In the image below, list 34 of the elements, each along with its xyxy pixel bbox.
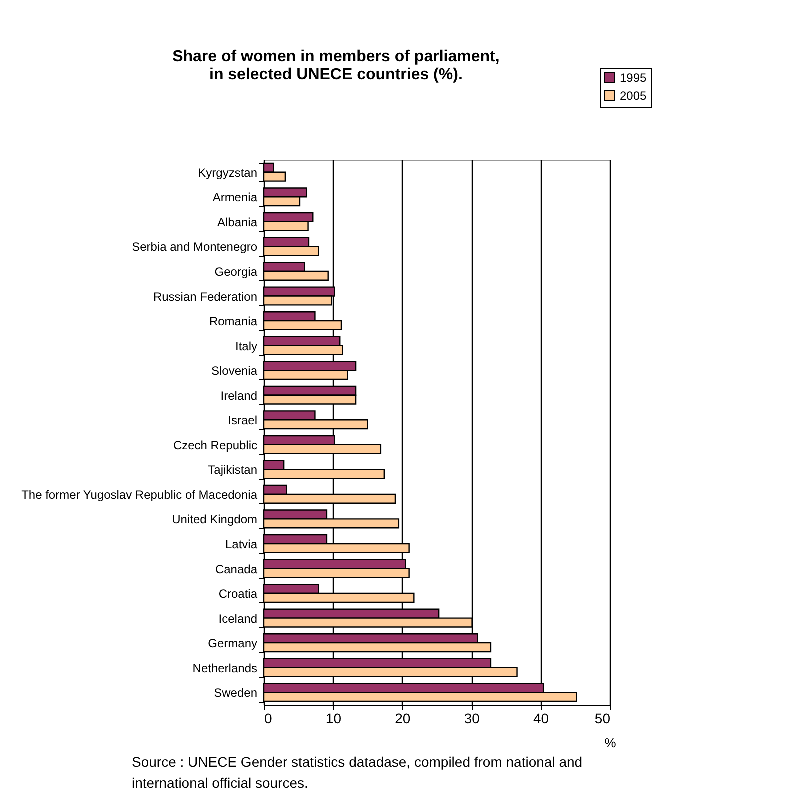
- y-tick-label: Kyrgyzstan: [198, 166, 258, 180]
- y-tick-label: Armenia: [212, 190, 258, 205]
- y-tick-label: Albania: [217, 215, 258, 230]
- y-tick-label: Italy: [235, 339, 258, 354]
- y-tick-label: Croatia: [218, 587, 258, 602]
- y-tick-label: Slovenia: [211, 364, 258, 378]
- legend-label: 1995: [620, 71, 648, 85]
- y-tick-label: Israel: [228, 414, 258, 428]
- text: Share of women in members of parliament,: [172, 48, 500, 66]
- y-tick-label: Ireland: [220, 388, 258, 403]
- x-axis-title: %: [604, 736, 617, 750]
- y-tick-label: Iceland: [218, 612, 258, 626]
- y-tick-label: Russian Federation: [153, 290, 258, 304]
- legend-label: 2005: [620, 89, 648, 103]
- x-tick-label: 10: [326, 710, 342, 726]
- text: in selected UNECE countries (%).: [209, 66, 463, 84]
- x-tick-label: 30: [464, 710, 480, 726]
- y-tick-label: United Kingdom: [172, 512, 258, 527]
- x-tick-label: 20: [395, 710, 411, 726]
- y-tick-label: Sweden: [214, 686, 258, 700]
- y-tick-label: Netherlands: [192, 661, 258, 676]
- x-tick-label: 40: [534, 710, 550, 726]
- y-tick-label: Romania: [209, 314, 258, 329]
- x-tick-label: 0: [264, 710, 272, 726]
- y-tick-label: Germany: [208, 636, 258, 651]
- y-tick-label: Canada: [215, 562, 258, 576]
- source-note: Source : UNECE Gender statistics datadase, compiled from national and international official sources.: [132, 753, 584, 793]
- y-tick-label: Serbia and Montenegro: [132, 240, 258, 254]
- y-tick-label: Czech Republic: [173, 438, 258, 452]
- y-tick-label: Latvia: [225, 537, 258, 552]
- y-tick-label: Georgia: [214, 264, 258, 279]
- y-tick-label: Tajikistan: [208, 463, 258, 478]
- y-tick-label: The former Yugoslav Republic of Macedonia: [22, 488, 258, 502]
- x-tick-label: 50: [594, 710, 611, 726]
